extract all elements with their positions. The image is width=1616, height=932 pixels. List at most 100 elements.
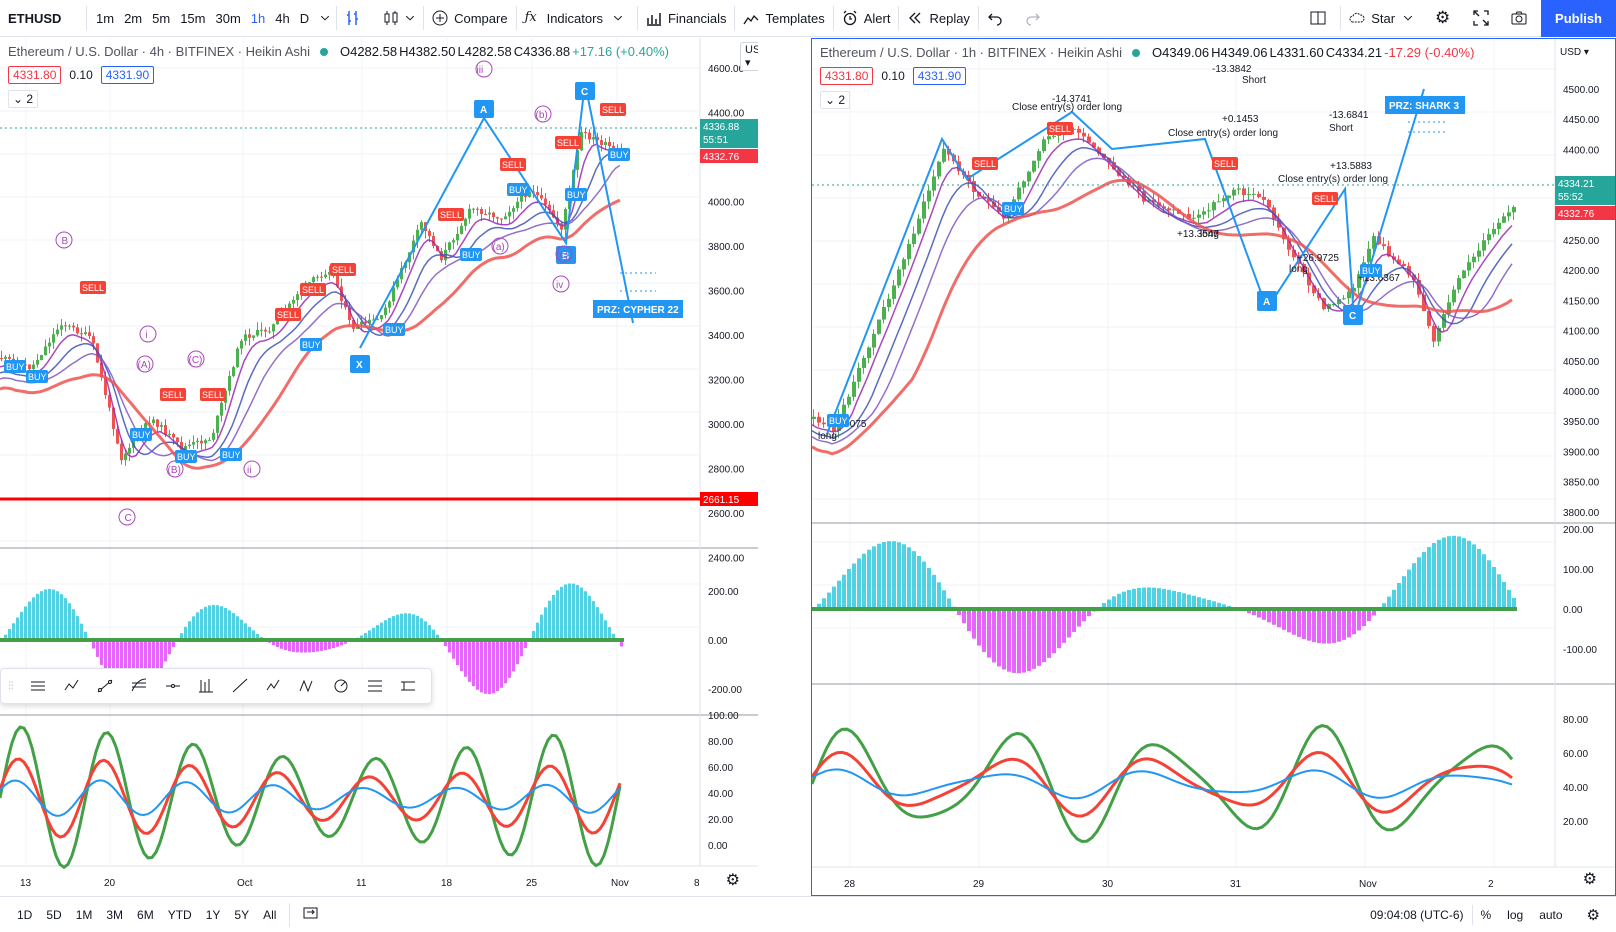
left-currency-button[interactable]: USD ▾ [740, 42, 758, 71]
sell-signal[interactable] [275, 308, 301, 321]
sell-signal[interactable] [1312, 192, 1338, 205]
buy-signal[interactable] [507, 183, 529, 196]
range-1d[interactable]: 1D [17, 907, 33, 922]
sell-signal[interactable] [1047, 122, 1073, 135]
pattern-point-label[interactable] [474, 100, 494, 118]
right-chart-pane[interactable]: 4500.004450.004400.004350.004300.004250.… [811, 38, 1616, 896]
candle-style-button[interactable] [375, 0, 423, 37]
interval-1m[interactable]: 1m [96, 10, 115, 26]
pattern-point-label[interactable] [1343, 305, 1363, 325]
fullscreen-button[interactable] [1465, 0, 1503, 37]
prz-box[interactable] [593, 300, 683, 318]
interval-15m[interactable]: 15m [180, 10, 206, 26]
pattern-point-label[interactable] [1257, 291, 1277, 311]
compare-button[interactable]: Compare [424, 0, 515, 37]
line-tool-tool[interactable] [156, 671, 190, 701]
right-indicators-collapse[interactable]: ⌄ 2 [820, 91, 851, 109]
sell-signal[interactable] [438, 208, 464, 221]
range-3m[interactable]: 3M [106, 907, 124, 922]
prz-box[interactable] [1385, 96, 1465, 114]
settings-button[interactable]: ⚙ [1427, 0, 1465, 37]
buy-signal[interactable] [383, 323, 405, 336]
xabcd-pattern-tool[interactable] [290, 671, 324, 701]
shark-pattern-lines[interactable] [826, 88, 1425, 435]
fib-tool[interactable] [122, 671, 156, 701]
buy-signal[interactable] [220, 448, 242, 461]
right-currency-button[interactable]: USD ▾ [1560, 47, 1589, 58]
left-chart-canvas[interactable]: 4600.004400.004200.004000.003800.003600.… [0, 38, 758, 896]
right-settings-gear-icon[interactable]: ⚙ [1582, 871, 1597, 888]
interval-5m[interactable]: 5m [152, 10, 171, 26]
sell-signal[interactable] [500, 158, 526, 171]
log-toggle[interactable]: log [1507, 907, 1524, 922]
layout-button[interactable] [1302, 0, 1340, 37]
buy-signal[interactable] [300, 338, 322, 351]
sell-signal[interactable] [972, 157, 998, 170]
range-5y[interactable]: 5Y [234, 907, 250, 922]
ray-tool[interactable] [223, 671, 257, 701]
grip-tool[interactable] [7, 671, 21, 701]
right-bid[interactable]: 4331.80 [820, 67, 874, 85]
left-settings-gear-icon[interactable]: ⚙ [725, 872, 740, 889]
measure-tool[interactable] [324, 671, 358, 701]
elliott-wave-tool[interactable] [257, 671, 291, 701]
right-ask[interactable]: 4331.90 [912, 67, 967, 85]
left-bid[interactable]: 4331.80 [8, 66, 62, 84]
sell-signal[interactable] [300, 283, 326, 296]
left-chart-pane[interactable]: 4600.004400.004200.004000.003800.003600.… [0, 38, 758, 896]
wave-pattern-tool[interactable] [55, 671, 89, 701]
right-symbol-title[interactable]: Ethereum / U.S. Dollar · 1h · BITFINEX ·… [820, 45, 1122, 60]
buy-signal[interactable] [827, 414, 849, 427]
financials-button[interactable]: Financials [638, 0, 735, 37]
buy-signal[interactable] [130, 428, 152, 441]
alert-button[interactable]: Alert [834, 0, 899, 37]
left-ask[interactable]: 4331.90 [100, 66, 155, 84]
buy-signal[interactable] [175, 450, 197, 463]
sell-signal[interactable] [1212, 157, 1238, 170]
sell-signal[interactable] [600, 103, 626, 116]
interval-30m[interactable]: 30m [215, 10, 241, 26]
publish-button[interactable]: Publish [1541, 0, 1616, 37]
auto-toggle[interactable]: auto [1539, 907, 1563, 922]
horizontal-lines-tool[interactable] [21, 671, 55, 701]
buy-signal[interactable] [460, 248, 482, 261]
range-6m[interactable]: 6M [137, 907, 154, 922]
range-5d[interactable]: 5D [46, 907, 62, 922]
sell-signal[interactable] [160, 388, 186, 401]
symbol-search[interactable]: ETHUSD [8, 10, 62, 26]
bar-style-button[interactable] [337, 0, 375, 37]
star-button[interactable]: Star [1341, 0, 1427, 37]
snapshot-button[interactable] [1503, 0, 1541, 37]
sell-signal[interactable] [200, 388, 226, 401]
range-1y[interactable]: 1Y [205, 907, 221, 922]
left-symbol-title[interactable]: Ethereum / U.S. Dollar · 4h · BITFINEX ·… [8, 44, 310, 59]
range-ytd[interactable]: YTD [167, 907, 192, 922]
interval-4h[interactable]: 4h [275, 10, 290, 26]
range-all[interactable]: All [263, 907, 277, 922]
buy-signal[interactable] [1360, 264, 1382, 277]
cypher-pattern-lines[interactable] [359, 82, 634, 349]
interval-1h[interactable]: 1h [250, 10, 266, 26]
percent-toggle[interactable]: % [1480, 907, 1492, 922]
clock[interactable]: 09:04:08 (UTC-6) [1370, 907, 1464, 922]
right-chart-canvas[interactable]: 4500.004450.004400.004350.004300.004250.… [812, 39, 1616, 896]
sell-signal[interactable] [330, 263, 356, 276]
sell-signal[interactable] [80, 281, 106, 294]
fib-retracement-tool[interactable] [358, 671, 392, 701]
sell-signal[interactable] [555, 136, 581, 149]
templates-button[interactable]: Templates [735, 0, 832, 37]
interval-dropdown[interactable] [314, 0, 336, 37]
buy-signal[interactable] [565, 188, 587, 201]
buy-signal[interactable] [4, 360, 26, 373]
pattern-point-label[interactable] [350, 355, 370, 373]
goto-date-button[interactable] [296, 906, 326, 923]
pattern-point-label[interactable] [575, 82, 595, 100]
range-1m[interactable]: 1M [75, 907, 93, 922]
buy-signal[interactable] [608, 148, 630, 161]
position-tool[interactable] [391, 671, 425, 701]
bars-pattern-tool[interactable] [189, 671, 223, 701]
replay-button[interactable]: Replay [899, 0, 977, 37]
buy-signal[interactable] [26, 370, 48, 383]
undo-button[interactable] [979, 0, 1017, 37]
interval-D[interactable]: D [299, 10, 310, 26]
